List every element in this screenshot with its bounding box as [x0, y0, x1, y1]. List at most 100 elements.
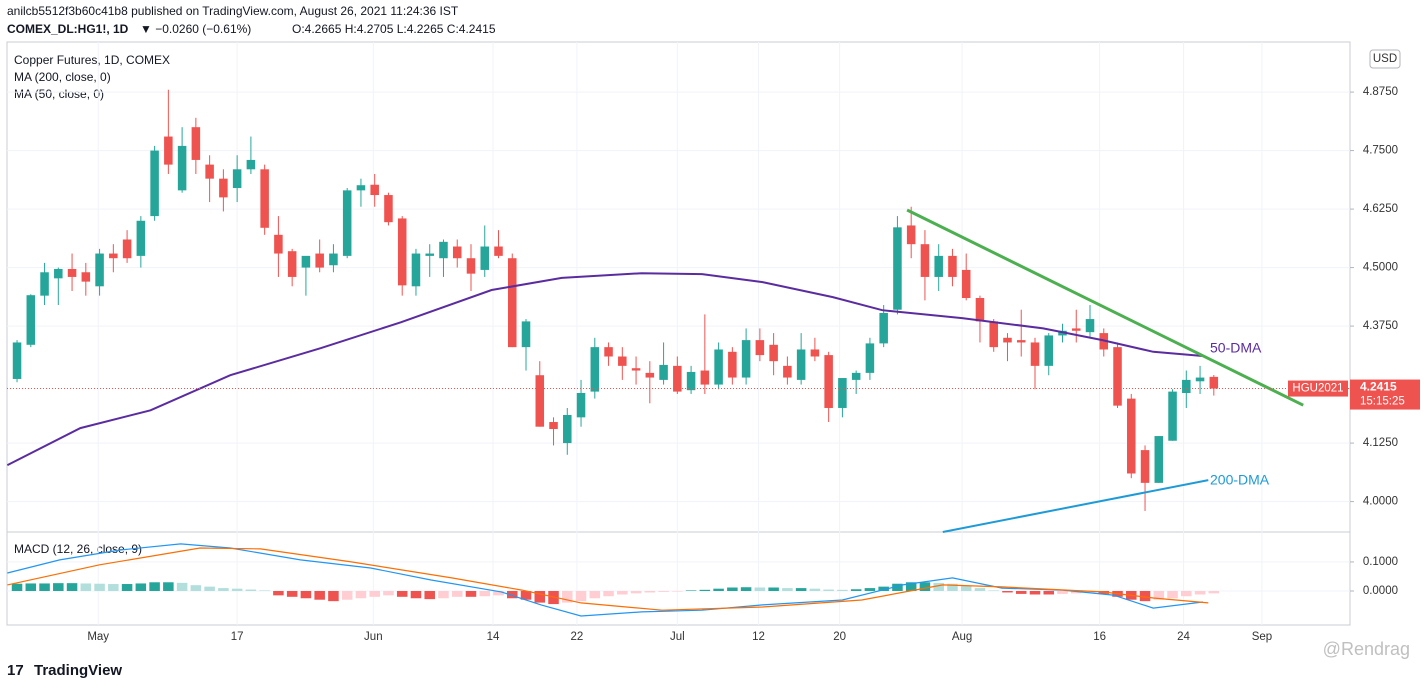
- candle-body: [301, 255, 311, 268]
- macd-histogram: [465, 590, 477, 597]
- macd-histogram: [905, 582, 917, 591]
- macd-histogram: [245, 589, 257, 591]
- candle-body: [205, 164, 214, 179]
- macd-histogram: [713, 588, 724, 591]
- macd-histogram: [383, 590, 394, 596]
- candle-body: [411, 253, 421, 287]
- candle-body: [1113, 347, 1122, 406]
- macd-histogram: [53, 583, 64, 591]
- macd-histogram: [66, 583, 78, 591]
- candle-body: [1195, 377, 1205, 382]
- x-tick-label: Jul: [670, 631, 685, 643]
- candle-body: [370, 184, 379, 196]
- macd-histogram: [562, 590, 573, 603]
- macd-histogram: [1153, 590, 1165, 600]
- candle-body: [95, 253, 104, 287]
- candle-body: [40, 272, 49, 296]
- macd-histogram: [1194, 590, 1206, 595]
- macd-histogram: [1181, 590, 1192, 597]
- candle-body: [329, 253, 338, 266]
- macd-histogram: [878, 586, 889, 591]
- macd-histogram: [176, 582, 188, 591]
- candle-body: [1030, 342, 1040, 366]
- macd-histogram: [988, 590, 999, 591]
- candle-body: [1182, 379, 1191, 394]
- contract-label: HGU2021: [1292, 383, 1343, 395]
- candle-body: [1154, 436, 1164, 483]
- candle-body: [948, 255, 957, 277]
- macd-histogram: [658, 590, 669, 592]
- macd-histogram: [121, 584, 133, 591]
- macd-histogram: [369, 590, 380, 597]
- macd-histogram: [451, 590, 463, 597]
- macd-histogram: [506, 590, 518, 599]
- candle-body: [397, 218, 407, 286]
- macd-histogram: [947, 583, 958, 591]
- brand-logo: 17: [7, 662, 24, 679]
- macd-histogram: [493, 590, 504, 596]
- candle-body: [136, 220, 146, 256]
- macd-histogram: [575, 590, 587, 602]
- plot-frame: [6, 41, 1351, 626]
- candle-body: [260, 169, 269, 228]
- candle-body: [67, 268, 77, 277]
- legend-title: Copper Futures, 1D, COMEX: [14, 53, 170, 67]
- macd-histogram: [108, 584, 119, 591]
- candle-body: [810, 349, 820, 357]
- candle-body: [961, 269, 971, 298]
- candle-body: [893, 227, 902, 310]
- contract-tag: [1288, 380, 1348, 397]
- macd-histogram: [630, 590, 642, 594]
- macd-histogram: [149, 582, 160, 591]
- macd-histogram: [520, 590, 532, 600]
- macd-histogram: [135, 583, 147, 591]
- currency-box: [1369, 49, 1401, 69]
- macd-histogram: [1057, 590, 1068, 594]
- macd-line: [7, 547, 1209, 611]
- candle-body: [1168, 391, 1177, 441]
- candle-body: [783, 365, 792, 378]
- x-tick-label: 24: [1177, 631, 1190, 643]
- macd-histogram: [644, 590, 656, 593]
- macd-histogram: [424, 590, 435, 600]
- macd-histogram: [809, 588, 821, 591]
- macd-histogram: [603, 590, 614, 597]
- macd-histogram: [1167, 590, 1178, 599]
- macd-histogram: [273, 590, 284, 596]
- candle-body: [287, 251, 297, 277]
- y-tick-label: 4.1250: [1363, 437, 1398, 449]
- y-tick-label: 4.0000: [1363, 496, 1398, 508]
- macd-histogram: [837, 589, 848, 591]
- x-tick-label: 22: [571, 631, 584, 643]
- y-tick-label: 4.8750: [1363, 86, 1398, 98]
- countdown: 15:15:25: [1360, 396, 1405, 408]
- candle-body: [452, 246, 462, 259]
- macd-histogram: [1015, 590, 1027, 594]
- candle-body: [576, 393, 586, 418]
- y-tick-label: 4.7500: [1363, 145, 1398, 157]
- candle-body: [1016, 340, 1026, 343]
- macd-histogram: [286, 590, 298, 597]
- candle-body: [480, 246, 490, 270]
- candle-body: [769, 344, 778, 362]
- y-tick-label: 0.0000: [1363, 585, 1398, 597]
- macd-histogram: [727, 587, 738, 591]
- macd-histogram: [190, 585, 202, 591]
- legend-ma50: MA (50, close, 0): [14, 87, 104, 101]
- brand: TradingView: [34, 662, 122, 679]
- candle-body: [700, 370, 710, 385]
- candle-body: [315, 253, 324, 268]
- annotation: 50-DMA: [1210, 340, 1262, 356]
- x-tick-label: Jun: [364, 631, 383, 643]
- candle-body: [1071, 328, 1081, 331]
- change: ▼ −0.0260 (−0.61%): [140, 22, 251, 36]
- candle-body: [618, 356, 627, 366]
- candle-body: [109, 253, 118, 259]
- candle-body: [645, 372, 655, 378]
- macd-histogram: [823, 589, 834, 591]
- candle-body: [246, 159, 256, 170]
- candle-body: [494, 246, 503, 256]
- candle-body: [741, 340, 751, 378]
